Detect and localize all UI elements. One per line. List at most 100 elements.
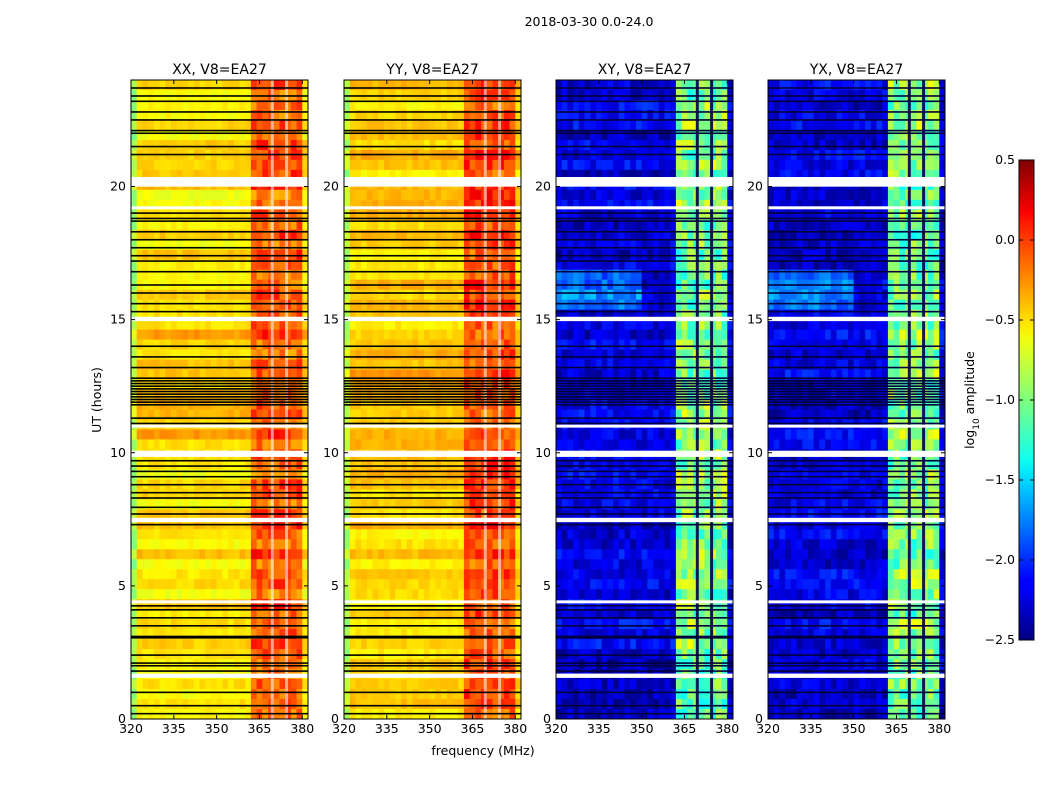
heatmap-cell [366, 539, 373, 550]
heatmap-cell [182, 269, 189, 281]
flag-row-dark [131, 491, 308, 494]
heatmap-cell [441, 199, 448, 211]
heatmap-cell [389, 369, 396, 380]
heatmap-cell [412, 379, 419, 390]
heatmap-cell [239, 189, 246, 201]
heatmap-cell [463, 89, 471, 101]
heatmap-cell [647, 249, 654, 261]
heatmap-cell [670, 169, 677, 181]
heatmap-cell [193, 689, 200, 700]
heatmap-cell [228, 439, 235, 450]
heatmap-cell [148, 199, 155, 211]
heatmap-cell [486, 599, 493, 610]
flag-row-dark [344, 497, 521, 499]
heatmap-cell [148, 379, 155, 390]
heatmap-cell [435, 249, 442, 261]
heatmap-cell [601, 249, 608, 261]
heatmap-cell [131, 539, 138, 550]
heatmap-cell [486, 499, 493, 510]
heatmap-cell [498, 109, 505, 121]
heatmap-cell [383, 589, 391, 600]
heatmap-cell [372, 619, 379, 630]
heatmap-cell [641, 199, 648, 211]
heatmap-cell [613, 259, 620, 271]
heatmap-cell [296, 369, 303, 380]
heatmap-cell [503, 379, 510, 390]
heatmap-cell [429, 359, 436, 370]
heatmap-cell [647, 289, 654, 301]
heatmap-cell [273, 679, 280, 690]
heatmap-cell [165, 689, 172, 700]
heatmap-cell [216, 599, 223, 610]
heatmap-cell [366, 629, 373, 640]
heatmap-cell [515, 139, 522, 151]
heatmap-cell [475, 549, 482, 560]
heatmap-cell [498, 539, 505, 550]
heatmap-cell [498, 619, 505, 630]
heatmap-cell [296, 529, 303, 540]
heatmap-cell [441, 299, 448, 311]
heatmap-cell [418, 159, 425, 171]
heatmap-cell [136, 539, 143, 550]
heatmap-cell [131, 119, 138, 131]
heatmap-cell [279, 119, 286, 131]
heatmap-cell [613, 319, 620, 331]
heatmap-cell [205, 339, 212, 350]
heatmap-cell [131, 259, 138, 271]
heatmap-cell [710, 299, 717, 311]
heatmap-cell [148, 89, 155, 101]
heatmap-cell [193, 189, 200, 201]
heatmap-cell [395, 169, 402, 181]
heatmap-cell [429, 119, 436, 131]
heatmap-cell [210, 619, 218, 630]
heatmap-cell [584, 269, 591, 281]
heatmap-cell [401, 659, 408, 670]
heatmap-cell [290, 529, 297, 540]
heatmap-cell [578, 159, 585, 171]
heatmap-cell [492, 259, 499, 271]
heatmap-cell [296, 129, 303, 141]
heatmap-cell [188, 549, 195, 560]
heatmap-cell [148, 359, 155, 370]
heatmap-cell [395, 529, 402, 540]
heatmap-cell [498, 489, 505, 500]
heatmap-cell [441, 89, 448, 101]
heatmap-cell [613, 329, 620, 340]
heatmap-cell [590, 209, 597, 221]
heatmap-cell [675, 249, 683, 261]
heatmap-cell [256, 629, 263, 640]
heatmap-cell [366, 659, 373, 670]
heatmap-cell [698, 129, 705, 141]
heatmap-cell [361, 219, 368, 231]
heatmap-cell [216, 379, 223, 390]
flag-row-white [344, 182, 521, 186]
heatmap-cell [423, 529, 431, 540]
heatmap-cell [355, 459, 362, 470]
heatmap-cell [199, 589, 206, 600]
heatmap-cell [607, 319, 614, 331]
heatmap-cell [389, 239, 396, 251]
heatmap-cell [498, 319, 505, 331]
heatmap-cell [418, 189, 425, 201]
heatmap-cell [188, 349, 195, 360]
heatmap-cell [279, 289, 286, 301]
heatmap-cell [250, 349, 258, 360]
heatmap-cell [441, 409, 448, 420]
flag-row-dark [344, 212, 521, 214]
heatmap-cell [613, 289, 620, 301]
heatmap-cell [418, 359, 425, 370]
heatmap-cell [222, 229, 229, 241]
heatmap-cell [687, 119, 694, 131]
heatmap-cell [578, 299, 585, 311]
heatmap-cell [176, 169, 183, 181]
heatmap-cell [715, 119, 722, 131]
flag-row-dark [344, 491, 521, 494]
heatmap-cell [389, 80, 396, 91]
heatmap-cell [463, 489, 471, 500]
heatmap-cell [344, 199, 351, 211]
heatmap-cell [153, 379, 160, 390]
heatmap-cell [687, 269, 694, 281]
heatmap-cell [344, 599, 351, 610]
heatmap-cell [401, 319, 408, 331]
heatmap-cell [262, 349, 269, 360]
